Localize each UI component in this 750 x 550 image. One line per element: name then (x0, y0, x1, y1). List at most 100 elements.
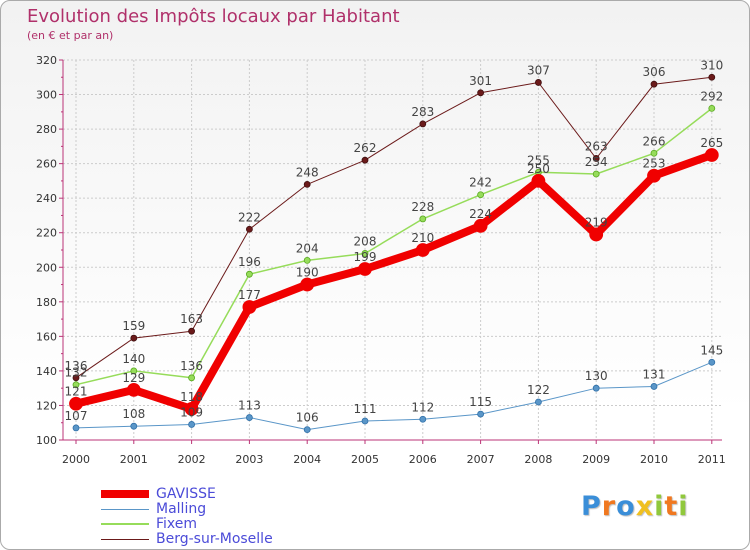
legend-item-berg-sur-moselle: Berg-sur-Moselle (101, 531, 361, 547)
legend-item-malling: Malling (101, 501, 361, 517)
x-tick-label: 2001 (120, 453, 148, 466)
chart-subtitle: (en € et par an) (27, 29, 114, 42)
logo-letter: i (678, 491, 689, 522)
legend-item-gavisse: GAVISSE (101, 486, 361, 502)
data-point-gavisse (300, 277, 315, 292)
series-line-berg-sur-moselle (75, 76, 713, 379)
data-label-malling: 112 (411, 400, 434, 414)
data-label-fixem: 204 (296, 241, 319, 255)
series-line-malling (75, 361, 713, 431)
data-label-berg-sur-moselle: 301 (469, 74, 492, 88)
data-label-fixem: 266 (643, 134, 666, 148)
x-tick-label: 2004 (293, 453, 321, 466)
chart-title: Evolution des Impôts locaux par Habitant (27, 6, 400, 27)
data-point-berg-sur-moselle (708, 73, 716, 81)
data-point-fixem (650, 149, 658, 157)
legend-swatch-fixem (101, 523, 149, 525)
series-line-gavisse (72, 151, 716, 413)
x-tick-label: 2002 (178, 453, 206, 466)
data-label-malling: 111 (354, 402, 377, 416)
x-tick-label: 2011 (698, 453, 726, 466)
data-label-malling: 115 (469, 395, 492, 409)
y-tick-label: 260 (36, 158, 57, 171)
data-point-malling (72, 424, 80, 432)
legend: GAVISSE Malling Fixem Berg-sur-Moselle (101, 486, 361, 547)
data-label-gavisse: 219 (585, 215, 608, 229)
x-tick-label: 2009 (582, 453, 610, 466)
data-label-malling: 109 (180, 405, 203, 419)
data-point-malling (303, 426, 311, 434)
data-label-berg-sur-moselle: 307 (527, 63, 550, 77)
data-label-malling: 122 (527, 383, 550, 397)
y-tick-label: 140 (36, 365, 57, 378)
x-tick-label: 2005 (351, 453, 379, 466)
logo-letter: x (635, 491, 655, 522)
data-label-berg-sur-moselle: 248 (296, 165, 319, 179)
data-point-fixem (361, 250, 369, 257)
data-label-fixem: 292 (700, 89, 723, 103)
legend-label-malling: Malling (156, 501, 207, 517)
data-label-fixem: 136 (180, 359, 203, 373)
data-label-malling: 113 (238, 399, 261, 413)
legend-swatch-gavisse (101, 490, 149, 498)
data-label-fixem: 242 (469, 176, 492, 190)
x-tick-label: 2000 (62, 453, 90, 466)
data-point-berg-sur-moselle (303, 180, 311, 188)
y-tick-label: 100 (36, 434, 57, 447)
data-label-malling: 145 (700, 343, 723, 357)
data-label-gavisse: 121 (65, 385, 88, 399)
data-label-berg-sur-moselle: 283 (411, 105, 434, 119)
data-point-malling (361, 417, 369, 425)
data-label-fixem: 228 (411, 200, 434, 214)
data-point-berg-sur-moselle (650, 80, 658, 88)
data-label-malling: 107 (65, 409, 88, 423)
y-tick-label: 200 (36, 261, 57, 274)
data-label-berg-sur-moselle: 306 (643, 65, 666, 79)
data-point-berg-sur-moselle (535, 79, 542, 86)
data-label-berg-sur-moselle: 310 (700, 58, 723, 72)
data-label-gavisse: 265 (700, 136, 723, 150)
data-point-gavisse (415, 243, 430, 257)
data-point-malling (535, 398, 542, 406)
data-point-berg-sur-moselle (419, 120, 427, 128)
data-point-fixem (419, 215, 427, 223)
data-label-gavisse: 253 (643, 157, 666, 171)
data-point-malling (592, 384, 600, 392)
y-tick-label: 120 (36, 399, 57, 412)
data-point-berg-sur-moselle (592, 155, 600, 162)
data-label-gavisse: 177 (238, 288, 261, 302)
data-label-fixem: 132 (65, 366, 88, 380)
data-point-berg-sur-moselle (245, 225, 253, 233)
data-point-fixem (708, 104, 716, 112)
proxiti-logo: Proxiti (581, 491, 689, 522)
logo-letter: i (654, 491, 665, 522)
data-label-gavisse: 224 (469, 207, 492, 221)
data-point-gavisse (69, 396, 83, 411)
y-tick-label: 240 (36, 192, 57, 205)
y-tick-label: 300 (36, 89, 57, 102)
x-tick-label: 2010 (640, 453, 668, 466)
data-point-berg-sur-moselle (361, 156, 369, 164)
legend-label-gavisse: GAVISSE (156, 486, 216, 502)
data-point-gavisse (358, 262, 372, 276)
data-point-fixem (303, 256, 311, 264)
x-tick-label: 2008 (524, 453, 552, 466)
data-point-berg-sur-moselle (130, 334, 138, 342)
series-line-fixem (75, 107, 713, 386)
data-point-malling (477, 410, 485, 418)
data-point-malling (650, 383, 658, 390)
data-label-gavisse: 210 (411, 231, 434, 245)
data-point-gavisse (184, 402, 199, 416)
data-point-berg-sur-moselle (72, 374, 80, 382)
data-point-gavisse (126, 383, 141, 397)
logo-letter: P (581, 491, 602, 522)
data-label-berg-sur-moselle: 159 (122, 319, 145, 333)
data-label-fixem: 196 (238, 255, 261, 269)
data-point-fixem (245, 270, 253, 278)
data-label-fixem: 140 (122, 352, 145, 366)
logo-letter: r (601, 491, 617, 522)
data-point-fixem (592, 170, 600, 178)
data-point-malling (245, 414, 253, 421)
data-point-malling (419, 415, 427, 423)
x-tick-label: 2006 (409, 453, 437, 466)
